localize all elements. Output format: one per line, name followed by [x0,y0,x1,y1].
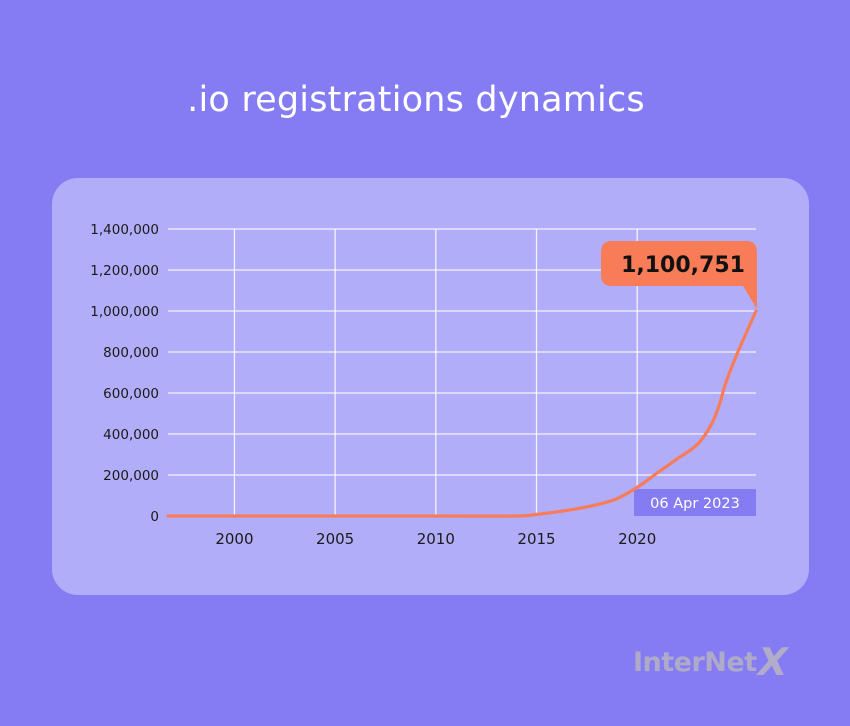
x-tick-label: 2020 [618,530,656,548]
y-tick-label: 0 [150,509,159,525]
logo-x-mark: X [752,640,792,684]
logo-text: InterNet [633,646,757,678]
y-axis-ticks: 0 200,000 400,000 600,000 800,000 1,000,000 1,… [90,222,159,525]
x-tick-label: 2005 [316,530,354,548]
y-tick-label: 1,400,000 [90,222,159,238]
date-badge [634,489,756,516]
page-title: .io registrations dynamics [187,80,645,120]
x-tick-label: 2015 [517,530,555,548]
line-chart: 0 200,000 400,000 600,000 800,000 1,000,000 1,… [90,222,758,548]
value-callout-group: 1,100,751 [601,241,757,309]
x-axis-ticks: 2000 2005 2010 2015 2020 [215,530,656,548]
y-tick-label: 600,000 [103,386,159,402]
x-tick-label: 2000 [215,530,253,548]
y-tick-label: 400,000 [103,427,159,443]
series-line [166,309,758,518]
y-tick-label: 1,000,000 [90,304,159,320]
value-callout-text: 1,100,751 [621,253,745,278]
internetx-logo: InterNet X [633,637,792,687]
y-tick-label: 1,200,000 [90,263,159,279]
chart-card: 0 200,000 400,000 600,000 800,000 1,000,000 1,… [52,178,809,595]
date-badge-text: 06 Apr 2023 [650,496,740,512]
y-tick-label: 200,000 [103,468,159,484]
x-tick-label: 2010 [417,530,455,548]
y-tick-label: 800,000 [103,345,159,361]
series-line-group [166,309,758,518]
date-badge-group: 06 Apr 2023 [634,489,756,516]
value-callout [601,241,757,309]
